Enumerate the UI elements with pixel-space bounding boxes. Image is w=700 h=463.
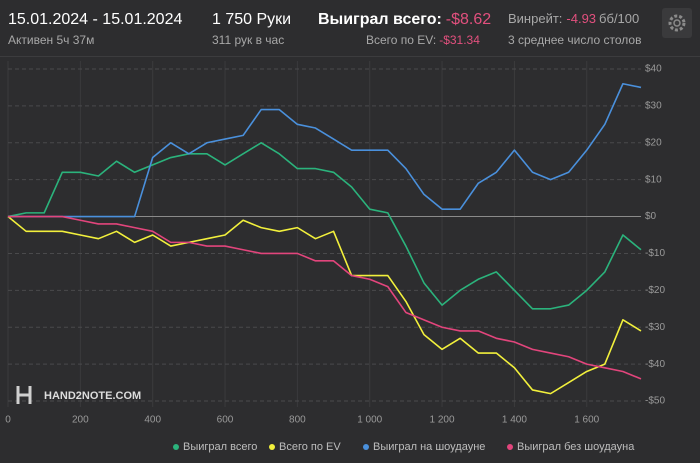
x-tick-label: 1 200 bbox=[430, 415, 455, 426]
x-tick-label: 800 bbox=[289, 415, 306, 426]
legend-label: Выиграл без шоудауна bbox=[517, 441, 635, 453]
gear-hub[interactable] bbox=[673, 19, 681, 27]
active-time: Активен 5ч 37м bbox=[8, 33, 94, 47]
gear[interactable] bbox=[668, 14, 686, 32]
y-tick-label: $30 bbox=[645, 101, 662, 112]
winrate: Винрейт: -4.93 бб/100 bbox=[508, 11, 639, 26]
settings-bg[interactable] bbox=[662, 8, 692, 38]
series-line bbox=[8, 82, 642, 218]
ev-value: -$31.34 bbox=[439, 33, 480, 47]
x-tick-label: 0 bbox=[5, 415, 11, 426]
dates: 15.01.2024 - 15.01.2024 bbox=[8, 11, 182, 28]
won-total: Выиграл всего: -$8.62 bbox=[318, 11, 491, 28]
legend-label: Выиграл на шоудауне bbox=[373, 441, 485, 453]
legend-marker bbox=[173, 444, 179, 450]
logo-text: HAND2NOTE.COM bbox=[44, 390, 141, 402]
y-tick-label: $40 bbox=[645, 64, 662, 75]
legend-label: Всего по EV bbox=[279, 441, 341, 453]
series-line bbox=[7, 215, 642, 395]
logo: HAND2NOTE.COM bbox=[16, 386, 141, 404]
won-value: -$8.62 bbox=[446, 11, 491, 28]
winrate-label: Винрейт: bbox=[508, 11, 562, 26]
legend-marker bbox=[363, 444, 369, 450]
series-line bbox=[7, 141, 642, 310]
y-tick-label: -$40 bbox=[645, 359, 665, 370]
settings-button[interactable] bbox=[662, 8, 692, 38]
y-tick-label: $10 bbox=[645, 174, 662, 185]
legend-label: Выиграл всего bbox=[183, 441, 257, 453]
y-tick-label: $20 bbox=[645, 137, 662, 148]
x-tick-label: 200 bbox=[72, 415, 89, 426]
legend-marker bbox=[269, 444, 275, 450]
won-label: Выиграл всего: bbox=[318, 11, 442, 28]
x-tick-label: 1 400 bbox=[502, 415, 527, 426]
ev-total: Всего по EV: -$31.34 bbox=[366, 33, 480, 47]
hands-rate: 311 рук в час bbox=[212, 33, 284, 47]
y-tick-label: -$50 bbox=[645, 396, 665, 407]
series-line bbox=[8, 215, 642, 380]
hands: 1 750 Руки bbox=[212, 11, 291, 28]
y-tick-label: -$10 bbox=[645, 248, 665, 259]
x-tick-label: 1 000 bbox=[357, 415, 382, 426]
x-tick-label: 400 bbox=[144, 415, 161, 426]
x-tick-label: 600 bbox=[217, 415, 234, 426]
ev-label: Всего по EV: bbox=[366, 33, 436, 47]
y-tick-label: $0 bbox=[645, 211, 657, 222]
winrate-unit: бб/100 bbox=[599, 11, 639, 26]
tables: 3 среднее число столов bbox=[508, 33, 641, 47]
logo-icon bbox=[16, 386, 32, 404]
plot: 0 200 400 600 800 1 000 1 200 1 400 1 600 $40 $30 $… bbox=[5, 61, 665, 453]
x-tick-label: 1 600 bbox=[574, 415, 599, 426]
legend-marker bbox=[507, 444, 513, 450]
winrate-value: -4.93 bbox=[566, 11, 596, 26]
divider bbox=[0, 56, 700, 57]
y-tick-label: -$30 bbox=[645, 322, 665, 333]
y-tick-label: -$20 bbox=[645, 285, 665, 296]
